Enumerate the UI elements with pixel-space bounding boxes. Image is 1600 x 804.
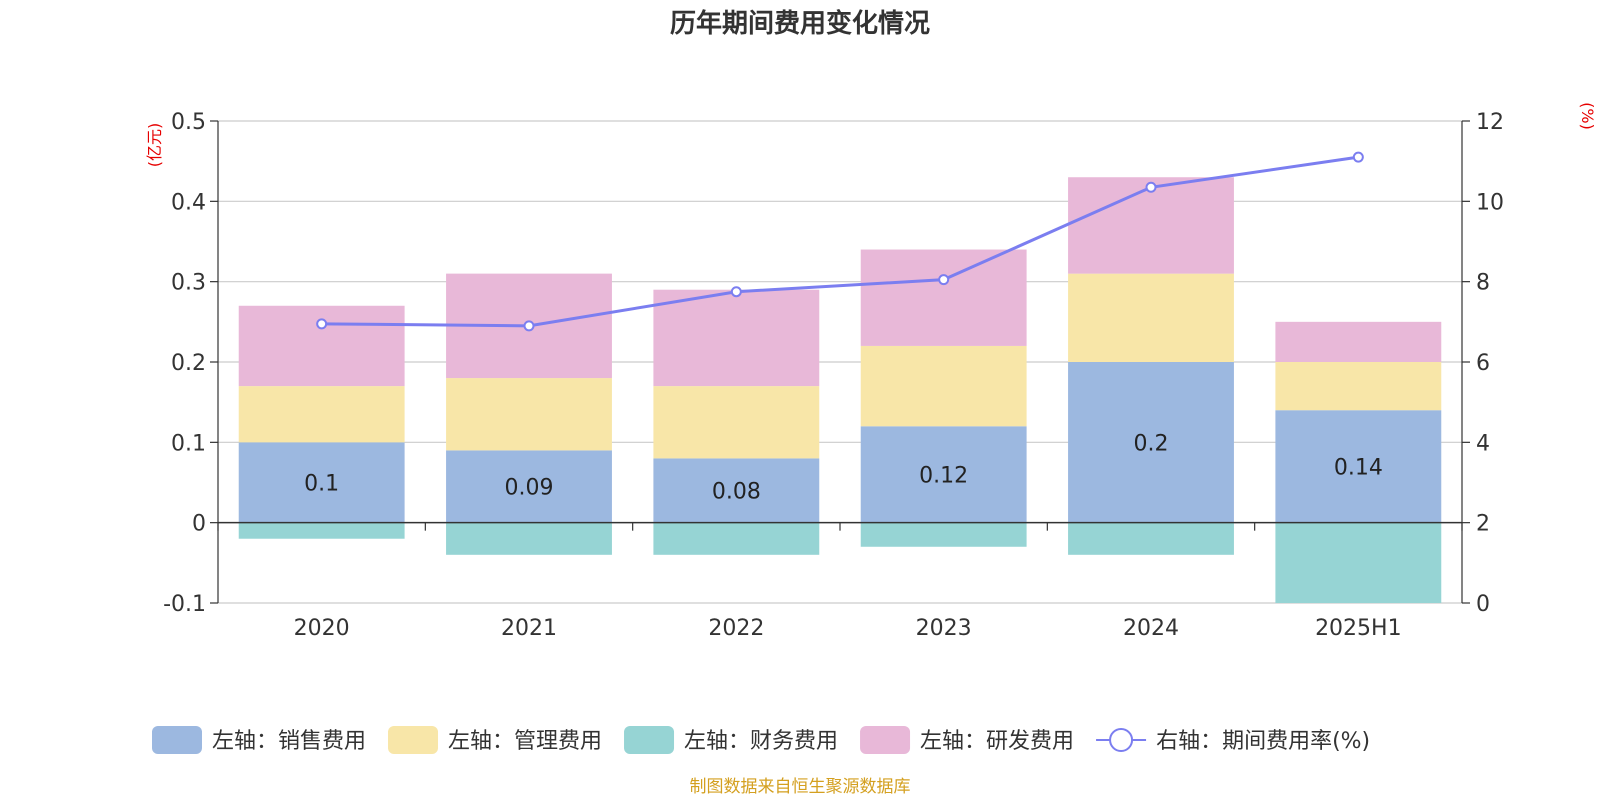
bar-左轴：管理费用 [238, 386, 405, 443]
bar-左轴：财务费用 [653, 522, 820, 555]
right-tick-label: 12 [1476, 110, 1504, 135]
bar-value-label: 0.2 [1134, 431, 1169, 456]
bar-value-label: 0.08 [712, 480, 761, 505]
bar-左轴：管理费用 [1068, 273, 1234, 362]
left-tick-label: 0.3 [171, 271, 206, 296]
legend-label: 左轴：销售费用 [212, 729, 366, 754]
line-layer [316, 151, 1364, 332]
legend: 左轴：销售费用 左轴：管理费用 左轴：财务费用 左轴：研发费用 右轴：期间费用率(%) [152, 726, 1370, 754]
bar-左轴：财务费用 [1275, 522, 1442, 603]
left-axis-unit: (亿元) [145, 123, 164, 168]
right-tick-label: 6 [1476, 351, 1490, 376]
chart-title: 历年期间费用变化情况 [670, 8, 930, 39]
bar-value-label: 0.1 [304, 472, 339, 497]
right-tick-label: 0 [1476, 592, 1490, 617]
left-tick-label: 0.4 [171, 190, 206, 215]
x-tick-label: 2025H1 [1315, 616, 1402, 641]
bar-左轴：销售费用 [1068, 362, 1234, 523]
bars-layer [238, 177, 1442, 603]
legend-marker [1109, 728, 1134, 752]
bar-value-label: 0.14 [1334, 455, 1383, 480]
bar-左轴：财务费用 [860, 522, 1027, 547]
right-tick-label: 4 [1476, 431, 1490, 456]
bar-左轴：管理费用 [653, 386, 820, 459]
left-tick-label: 0.1 [171, 431, 206, 456]
x-tick-label: 2022 [708, 616, 764, 641]
x-tick-label: 2020 [294, 616, 350, 641]
legend-label: 左轴：管理费用 [448, 729, 602, 754]
x-tick-label: 2023 [916, 616, 972, 641]
rate-line [321, 155, 1359, 328]
rate-point [523, 320, 535, 332]
legend-swatch [152, 726, 202, 754]
bar-左轴：销售费用 [860, 426, 1027, 523]
source-note: 制图数据来自恒生聚源数据库 [690, 777, 911, 797]
rate-point [1145, 181, 1157, 193]
bar-左轴：研发费用 [653, 289, 820, 387]
bar-左轴：财务费用 [1068, 522, 1234, 555]
bar-左轴：管理费用 [446, 378, 612, 451]
left-tick-label: 0.5 [171, 110, 206, 135]
bar-左轴：销售费用 [653, 458, 820, 523]
legend-label: 左轴：财务费用 [684, 729, 838, 754]
axes-layer: -0.1 0 0.1 0.2 0.3 0.4 0.5 0 2 4 6 8 10 12 2020 2021 202… [163, 110, 1504, 641]
right-tick-label: 2 [1476, 512, 1490, 537]
bar-value-label: 0.12 [919, 463, 968, 488]
bar-左轴：研发费用 [860, 249, 1027, 346]
bar-左轴：销售费用 [1275, 410, 1442, 523]
labels-layer: 0.1 0.09 0.08 0.12 0.2 0.14 [304, 431, 1383, 504]
right-axis-unit: (%) [1578, 102, 1597, 130]
legend-swatch [860, 726, 911, 754]
x-tick-label: 2024 [1123, 616, 1179, 641]
left-tick-label: 0.2 [171, 351, 206, 376]
bar-value-label: 0.09 [505, 476, 554, 501]
bar-左轴：研发费用 [1275, 321, 1442, 362]
legend-swatch [624, 726, 675, 754]
bar-左轴：销售费用 [238, 442, 405, 523]
bar-左轴：财务费用 [446, 522, 612, 555]
bar-左轴：管理费用 [1275, 362, 1442, 411]
bar-左轴：研发费用 [1068, 177, 1234, 274]
bar-左轴：管理费用 [860, 345, 1027, 427]
rate-point [938, 274, 950, 286]
rate-point [730, 286, 742, 298]
left-tick-label: -0.1 [163, 592, 206, 617]
rate-point [316, 318, 328, 330]
bar-左轴：财务费用 [238, 522, 405, 539]
rate-point [1352, 151, 1364, 163]
right-tick-label: 8 [1476, 271, 1490, 296]
right-tick-label: 10 [1476, 190, 1504, 215]
legend-label: 右轴：期间费用率(%) [1156, 729, 1370, 754]
x-tick-label: 2021 [501, 616, 557, 641]
legend-swatch [388, 726, 439, 754]
bar-左轴：研发费用 [238, 305, 405, 387]
bar-左轴：销售费用 [446, 450, 612, 523]
legend-label: 左轴：研发费用 [920, 729, 1074, 754]
left-tick-label: 0 [192, 512, 206, 537]
